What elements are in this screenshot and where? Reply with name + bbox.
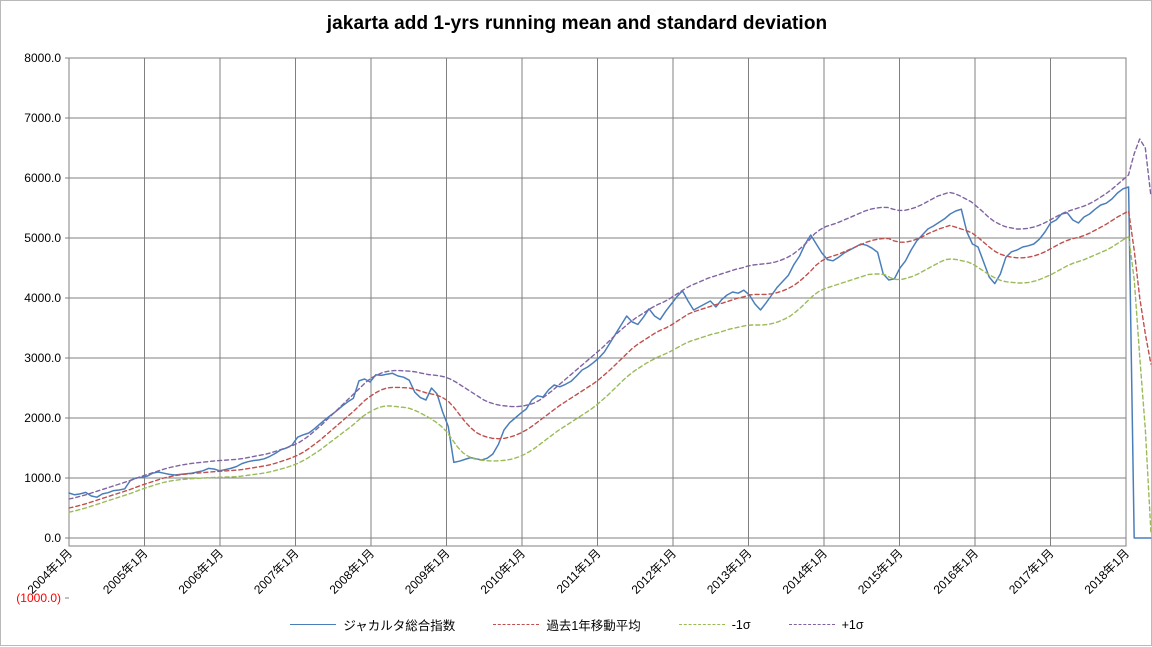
x-axis-label: 2006年1月 (176, 546, 226, 596)
x-axis-label: 2018年1月 (1082, 546, 1132, 596)
x-axis-label: 2007年1月 (251, 546, 301, 596)
x-axis-label: 2016年1月 (931, 546, 981, 596)
y-axis-label: 0.0 (44, 531, 61, 545)
x-axis-label: 2011年1月 (554, 546, 604, 596)
legend-item-2[interactable]: -1σ (678, 617, 751, 632)
legend-item-1[interactable]: 過去1年移動平均 (493, 615, 641, 634)
x-axis-label: 2012年1月 (629, 546, 679, 596)
y-axis-label: 6000.0 (24, 171, 61, 185)
x-axis-label: 2008年1月 (327, 546, 377, 596)
x-axis-label: 2009年1月 (402, 546, 452, 596)
x-axis-label: 2004年1月 (25, 546, 75, 596)
chart-title: jakarta add 1-yrs running mean and stand… (326, 13, 828, 34)
y-axis-label: 2000.0 (24, 411, 61, 425)
legend-label: +1σ (841, 617, 864, 632)
x-axis-label: 2015年1月 (855, 546, 905, 596)
y-axis-label: 3000.0 (24, 351, 61, 365)
legend-item-3[interactable]: +1σ (788, 617, 864, 632)
y-axis-label: 5000.0 (24, 231, 61, 245)
y-axis-label: 4000.0 (24, 291, 61, 305)
x-axis-label: 2005年1月 (100, 546, 150, 596)
x-axis-label: 2010年1月 (478, 546, 528, 596)
y-axis-label: 8000.0 (24, 51, 61, 65)
series-line-2 (68, 236, 1152, 533)
series-line-3 (68, 138, 1152, 500)
legend-swatch-icon (788, 624, 835, 625)
legend-label: -1σ (731, 617, 751, 632)
legend-label: ジャカルタ総合指数 (343, 619, 456, 633)
legend-label: 過去1年移動平均 (546, 619, 641, 633)
legend-swatch-icon (493, 624, 540, 625)
x-axis-label: 2013年1月 (704, 546, 754, 596)
series-line-1 (68, 210, 1152, 509)
series-line-0 (68, 186, 1152, 539)
x-axis-label: 2017年1月 (1006, 546, 1056, 596)
x-axis-label: 2014年1月 (780, 546, 830, 596)
chart-legend: ジャカルタ総合指数 過去1年移動平均 -1σ +1σ (1, 615, 1152, 634)
y-axis-label: (1000.0) (16, 591, 61, 605)
y-axis-label: 7000.0 (24, 111, 61, 125)
legend-swatch-icon (290, 624, 337, 625)
legend-item-0[interactable]: ジャカルタ総合指数 (290, 615, 455, 634)
y-axis-label: 1000.0 (24, 471, 61, 485)
legend-swatch-icon (678, 624, 725, 625)
